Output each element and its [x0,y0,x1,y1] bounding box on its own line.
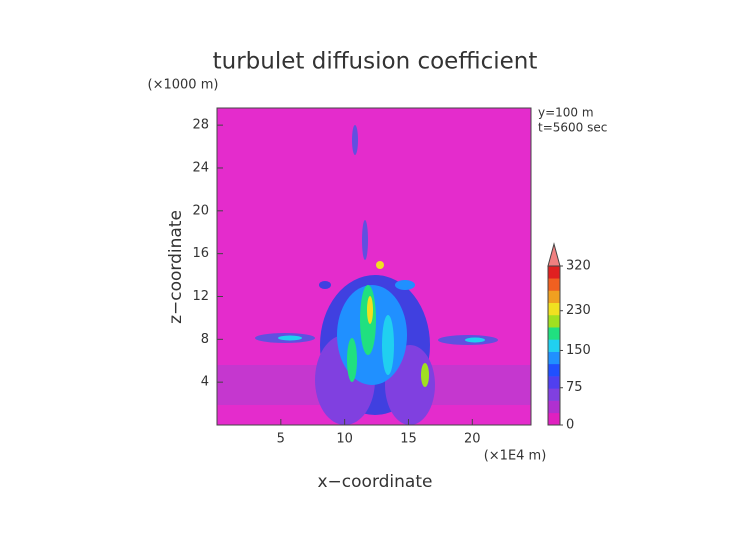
colorbar-band [548,278,560,291]
colorbar-band [548,290,560,303]
x-tick-label: 20 [464,432,481,447]
y-tick-label: 4 [201,375,209,390]
plot-frame [216,107,532,426]
y-tick-label: 20 [192,203,209,218]
y-tick-label: 28 [192,118,209,133]
x-tick-label: 15 [400,432,417,447]
y-tick-label: 24 [192,160,209,175]
colorbar-band [548,400,560,414]
colorbar-tick-label: 230 [566,303,591,318]
colorbar-band [548,327,560,340]
colorbar-band [548,302,560,316]
colorbar-tick-label: 0 [566,418,574,433]
colorbar-extend [547,242,561,267]
colorbar-tick-label: 75 [566,380,583,395]
annotation: t=5600 sec [538,121,607,135]
x-axis-label: x−coordinate [318,472,433,492]
field [217,125,531,425]
colorbar-band [548,314,560,328]
colorbar-band [548,266,560,279]
x-unit: (×1E4 m) [484,449,547,464]
colorbar-band [548,388,560,401]
y-unit: (×1000 m) [148,78,219,93]
x-tick-label: 10 [336,432,353,447]
x-tick-label: 5 [277,432,285,447]
y-axis-label: z−coordinate [166,210,186,324]
colorbar-band [548,339,560,352]
colorbar-tick-label: 150 [566,343,591,358]
colorbar-band [548,351,560,365]
annotation: y=100 m [538,106,594,120]
chart-title: turbulet diffusion coefficient [213,49,538,75]
colorbar-band [548,376,560,389]
colorbar-band [548,412,560,426]
colorbar-band [548,363,560,377]
colorbar-tick-label: 320 [566,259,591,274]
y-tick-label: 16 [192,246,209,261]
y-tick-label: 12 [192,289,209,304]
colorbar-frame [547,265,561,426]
y-tick-label: 8 [201,332,209,347]
